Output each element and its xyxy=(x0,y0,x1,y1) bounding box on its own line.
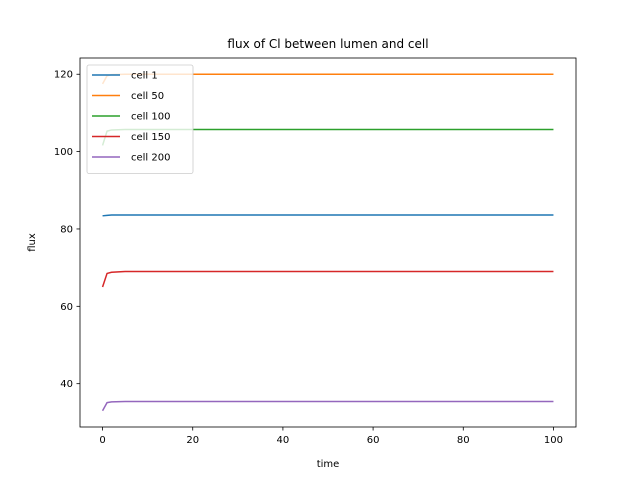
legend-box xyxy=(86,64,194,174)
legend: cell 1 cell 50 cell 100 cell 150 cell 200 xyxy=(86,64,194,174)
x-tick-label: 100 xyxy=(544,435,563,446)
legend-label: cell 50 xyxy=(131,91,164,102)
axes-frame xyxy=(79,57,577,428)
x-tick-label: 20 xyxy=(186,435,199,446)
x-tick-label: 0 xyxy=(99,435,105,446)
x-tick-label: 80 xyxy=(457,435,470,446)
y-axis: 40 60 80 100 120 xyxy=(54,70,80,390)
x-tick-label: 40 xyxy=(277,435,290,446)
legend-label: cell 200 xyxy=(131,153,170,164)
series-line-cell-200 xyxy=(101,400,554,412)
x-axis: 0 20 40 60 80 100 xyxy=(99,427,563,446)
y-axis-label: flux xyxy=(27,233,38,252)
series-line-cell-1 xyxy=(102,214,554,217)
x-tick-label: 60 xyxy=(367,435,380,446)
y-tick-label: 40 xyxy=(60,379,73,390)
y-tick-label: 100 xyxy=(54,147,73,158)
y-tick-label: 80 xyxy=(60,224,73,235)
legend-label: cell 100 xyxy=(131,112,170,123)
legend-label: cell 150 xyxy=(131,132,170,143)
series-line-cell-150 xyxy=(101,270,554,288)
y-tick-label: 120 xyxy=(54,70,73,81)
y-tick-label: 60 xyxy=(60,302,73,313)
x-axis-label: time xyxy=(317,459,340,470)
legend-label: cell 1 xyxy=(131,71,158,82)
chart-title: flux of Cl between lumen and cell xyxy=(227,37,428,51)
